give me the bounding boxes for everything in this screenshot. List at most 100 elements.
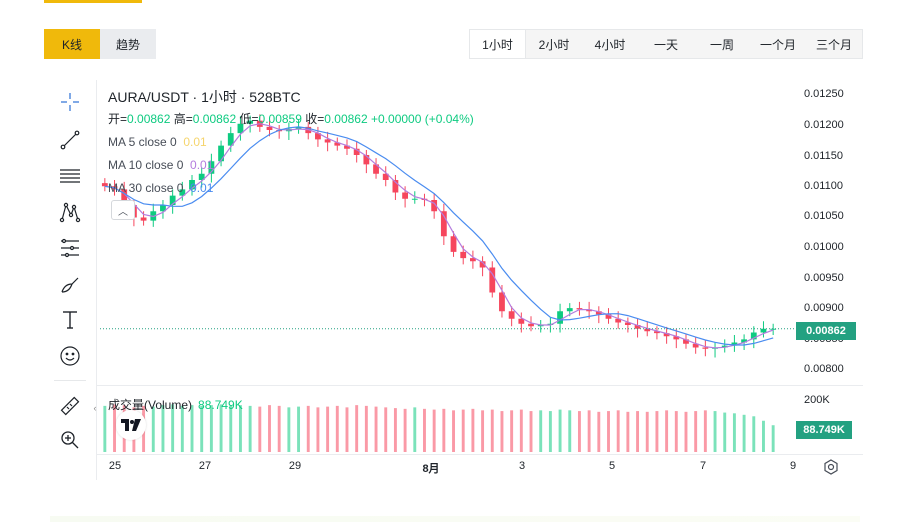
candle-body [450,236,457,252]
ma10-row[interactable]: MA 10 close 0 0.01 [108,154,474,177]
volume-bar [597,411,601,452]
ma10-value: 0.01 [190,158,214,172]
candle-body [101,183,108,187]
current-volume-tag: 88.749K [796,421,852,439]
time-axis[interactable]: 25 27 29 8月 3 5 7 9 [97,456,797,476]
candle-body [702,347,709,349]
volume-bar [326,406,330,452]
measure-lines-icon[interactable] [56,234,84,262]
timeframe-selector: 1小时 2小时 4小时 一天 一周 一个月 三个月 [469,29,863,59]
brush-icon[interactable] [56,270,84,298]
volume-bar [587,410,591,452]
pattern-icon[interactable] [56,198,84,226]
price-tick: 0.00900 [804,302,844,314]
emoji-icon[interactable] [56,342,84,370]
candle-body [237,123,244,134]
volume-bar [471,408,475,452]
candle-body [440,211,447,237]
drawing-toolbar [52,86,88,466]
candle-body [634,325,641,329]
candle-body [624,322,631,325]
volume-bar [151,406,155,452]
tradingview-logo[interactable] [116,410,146,440]
text-icon[interactable] [56,306,84,334]
ma10-label: MA 10 close 0 [108,158,184,172]
candle-body [266,126,273,130]
candle-body [692,343,699,348]
trend-tab[interactable]: 趋势 [100,29,156,59]
crosshair-icon[interactable] [56,88,84,116]
legend-collapse-button[interactable]: ︿ [111,200,135,220]
timeframe-1w[interactable]: 一周 [709,37,734,52]
volume-bar [461,409,465,452]
volume-bar [548,411,552,452]
timeframe-1h[interactable]: 1小时 [470,30,526,58]
price-axis[interactable]: 0.01250 0.01200 0.01150 0.01100 0.01050 … [796,80,864,380]
volume-bar [238,405,242,452]
candle-body [586,309,593,312]
volume-bar [432,409,436,452]
change-value: +0.00000 (+0.04%) [371,112,474,126]
price-tick: 0.01000 [804,241,844,253]
candle-body [528,323,534,327]
pane-collapse-icon[interactable]: ‹ [93,403,97,413]
ohlc-row: 开=0.00862 高=0.00862 低=0.00859 收=0.00862 … [108,108,474,131]
volume-bar [374,406,378,452]
volume-bar [626,411,630,452]
toolbar-divider [96,80,97,480]
fib-icon[interactable] [56,162,84,190]
pane-separator[interactable] [97,385,863,386]
ma5-row[interactable]: MA 5 close 0 0.01 [108,131,474,154]
candle-body [315,133,321,140]
volume-bar [248,405,252,452]
time-tick: 3 [518,460,526,472]
candle-body [731,342,738,346]
price-tick: 0.01250 [804,88,844,100]
volume-bar [190,405,194,452]
candle-body [508,311,515,319]
volume-bar [393,408,397,452]
volume-bar [665,410,669,452]
trendline-icon[interactable] [56,126,84,154]
volume-bar [161,405,165,452]
time-tick: 9 [789,460,797,472]
candle-body [576,308,583,310]
ruler-icon[interactable] [56,392,84,420]
volume-bar [510,410,514,452]
time-tick: 29 [288,460,302,472]
candle-body [295,126,302,129]
time-tick: 7 [699,460,707,472]
zoom-in-icon[interactable] [56,426,84,454]
chart-settings-icon[interactable] [822,458,840,476]
candle-body [169,195,176,205]
timeframe-1m[interactable]: 一个月 [759,37,796,52]
price-tick: 0.00950 [804,272,844,284]
timeframe-3m[interactable]: 三个月 [815,37,852,52]
ma30-label: MA 30 close 0 [108,181,184,195]
volume-bar [229,405,233,452]
kline-tab[interactable]: K线 [44,29,100,59]
candle-body [208,161,215,174]
time-tick: 8月 [422,463,440,475]
timeframe-1d[interactable]: 一天 [653,37,678,52]
volume-bar [258,406,262,452]
volume-bar [306,405,310,452]
volume-bar [345,407,349,452]
volume-bar [616,410,620,452]
ma30-row[interactable]: MA 30 close 0 0.01 [108,177,474,200]
volume-bar [335,405,339,452]
volume-bar [742,414,746,452]
chart-mode-tabs: K线 趋势 [44,29,156,59]
volume-bar [452,410,455,452]
candle-body [363,155,370,165]
chart-legend: AURA/USDT · 1小时 · 528BTC 开=0.00862 高=0.0… [108,88,474,200]
candle-body [344,145,350,149]
candle-body [402,192,409,199]
volume-bar [268,405,271,452]
timeframe-4h[interactable]: 4小时 [594,37,626,52]
volume-value: 88.749K [198,398,243,412]
candle-body [566,308,573,312]
open-value: 0.00862 [127,112,171,126]
timeframe-2h[interactable]: 2小时 [538,37,570,52]
